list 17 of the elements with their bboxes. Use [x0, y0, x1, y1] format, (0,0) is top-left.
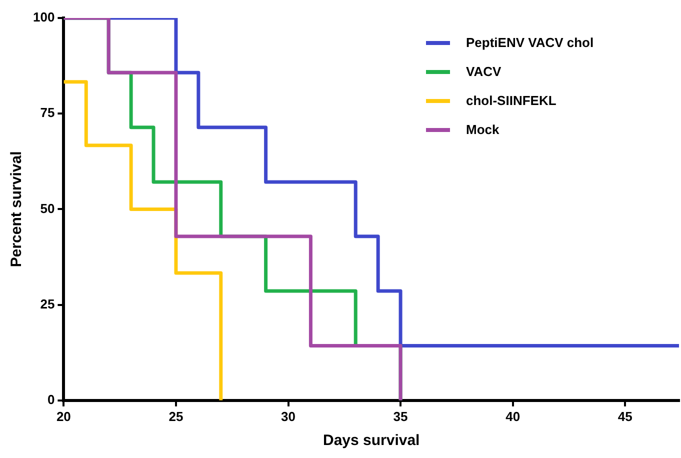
x-tick-label: 45: [618, 408, 632, 424]
x-tick-label: 20: [56, 408, 71, 424]
y-tick-label: 75: [40, 105, 55, 120]
y-axis-title: Percent survival: [8, 151, 26, 268]
y-tick-label: 25: [40, 296, 55, 312]
x-tick-label: 35: [393, 408, 408, 424]
legend-label: VACV: [466, 64, 502, 79]
x-tick-label: 30: [281, 408, 296, 424]
legend-label: PeptiENV VACV chol: [466, 35, 594, 50]
x-tick-label: 25: [168, 408, 184, 424]
legend-label: chol-SIINFEKL: [466, 93, 556, 108]
x-tick-label: 40: [506, 408, 520, 424]
x-axis-title: Days survival: [322, 432, 420, 450]
legend-label: Mock: [466, 122, 500, 137]
y-tick-label: 100: [32, 10, 55, 25]
y-tick-label: 50: [40, 200, 55, 216]
y-tick-label: 0: [47, 392, 55, 407]
